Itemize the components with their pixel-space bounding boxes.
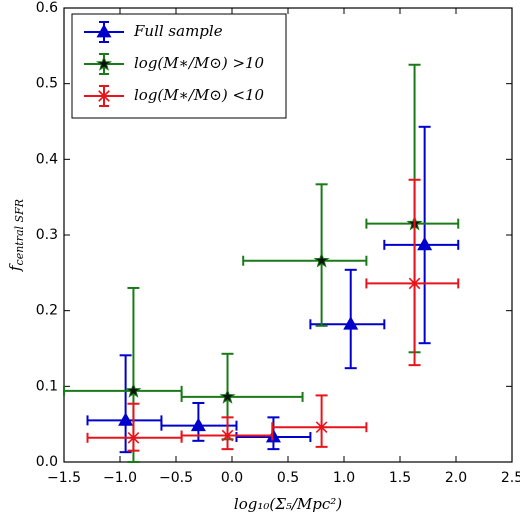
marker <box>313 252 330 268</box>
x-tick-label: 1.0 <box>333 470 355 486</box>
y-tick-label: 0.2 <box>36 303 58 319</box>
plot-frame <box>63 7 513 463</box>
x-tick-label: −0.5 <box>159 470 193 486</box>
x-tick-label: −1.0 <box>103 470 137 486</box>
x-tick-label: 0.0 <box>221 470 243 486</box>
x-axis-label: log₁₀(Σ₅/Mpc²) <box>234 495 342 513</box>
error-point <box>383 125 460 345</box>
y-axis-label-main: f <box>6 263 24 272</box>
error-point <box>365 178 460 367</box>
x-tick-label: −1.5 <box>47 470 81 486</box>
error-point <box>309 268 386 370</box>
error-point <box>160 401 238 442</box>
marker <box>314 420 329 435</box>
error-point <box>63 286 183 463</box>
marker <box>190 417 206 432</box>
x-tick-label: 2.5 <box>501 470 520 486</box>
x-tick-label: 0.5 <box>277 470 299 486</box>
marker <box>220 428 235 443</box>
marker <box>407 276 422 291</box>
error-point <box>86 402 183 452</box>
legend-label: log(M∗/M⊙) >10 <box>134 54 265 72</box>
marker <box>417 236 433 251</box>
error-point <box>180 416 274 451</box>
y-axis-label-sub: central SFR <box>13 199 26 265</box>
marker <box>118 412 134 426</box>
x-tick-label: 1.5 <box>389 470 411 486</box>
y-tick-label: 0.1 <box>36 378 58 394</box>
y-tick-label: 0.0 <box>36 454 58 470</box>
error-point <box>271 394 368 448</box>
legend-marker <box>96 23 112 38</box>
marker <box>343 316 359 330</box>
y-tick-label: 0.6 <box>36 0 58 16</box>
error-point <box>365 63 460 354</box>
y-axis-label: fcentral SFR <box>6 199 26 272</box>
error-point <box>86 354 163 454</box>
legend-marker <box>97 89 111 103</box>
y-tick-label: 0.3 <box>36 227 58 243</box>
legend-label: Full sample <box>133 22 223 40</box>
legend-marker <box>95 55 113 71</box>
marker <box>126 430 141 445</box>
error-point <box>242 183 368 327</box>
legend-label: log(M∗/M⊙) <10 <box>134 86 265 104</box>
marker <box>125 382 142 398</box>
marker <box>219 388 236 404</box>
y-tick-label: 0.5 <box>36 76 58 92</box>
legend: Full sample log(M∗/M⊙) >10 log(M∗/M⊙) <10 <box>71 13 287 119</box>
x-tick-label: 2.0 <box>445 470 467 486</box>
error-point <box>235 416 312 451</box>
y-tick-label: 0.4 <box>36 151 58 167</box>
